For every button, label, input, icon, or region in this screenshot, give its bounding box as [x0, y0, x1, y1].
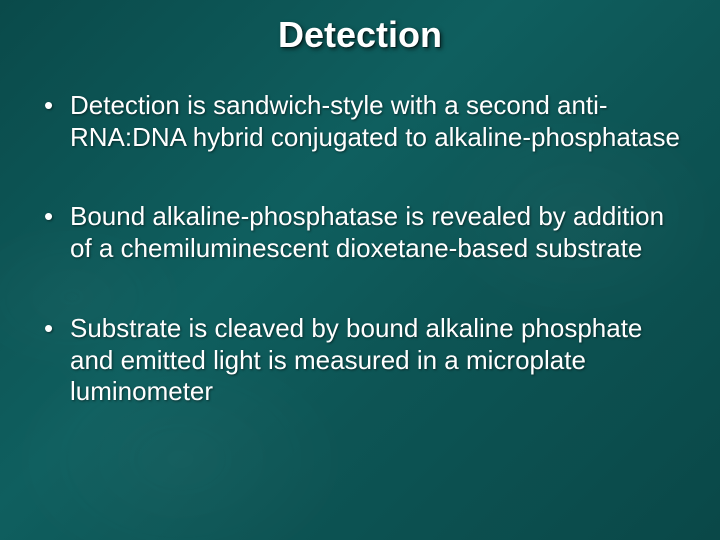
bullet-list: Detection is sandwich-style with a secon…: [30, 90, 690, 408]
slide-container: Detection Detection is sandwich-style wi…: [0, 0, 720, 540]
bullet-item: Bound alkaline-phosphatase is revealed b…: [40, 201, 690, 264]
slide-title: Detection: [30, 14, 690, 56]
bullet-item: Substrate is cleaved by bound alkaline p…: [40, 313, 690, 408]
bullet-item: Detection is sandwich-style with a secon…: [40, 90, 690, 153]
